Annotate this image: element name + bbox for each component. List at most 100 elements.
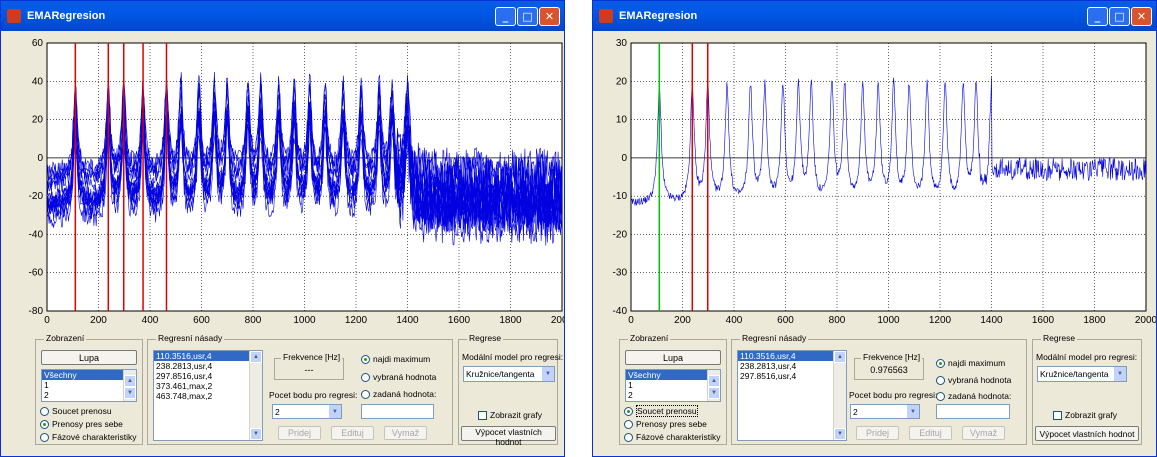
nasady-listbox[interactable]: 110.3516,usr,4 238.2813,usr,4 297.8516,u…: [737, 350, 847, 441]
vypocet-vlastnich-hodnot-button[interactable]: Výpocet vlastních hodnot: [1035, 426, 1139, 441]
scroll-up-icon[interactable]: ▲: [124, 375, 136, 387]
chevron-down-icon[interactable]: ▼: [907, 405, 919, 418]
list-item[interactable]: 297.8516,usr,4: [740, 371, 797, 381]
pridej-button[interactable]: Pridej: [856, 426, 899, 440]
vymaz-button[interactable]: Vymaž: [384, 426, 427, 440]
list-item[interactable]: 110.3516,usr,4: [738, 351, 846, 361]
pocet-bodu-label: Pocet bodu pro regresi:: [269, 390, 358, 400]
scrollbar[interactable]: ▲ ▼: [833, 351, 846, 440]
radio-prenosy-pres-sebe[interactable]: Prenosy pres sebe: [624, 419, 707, 429]
title-bar[interactable]: EMARegresion _ □ ✕: [1, 1, 564, 31]
list-item[interactable]: 2: [44, 390, 49, 400]
radio-soucet-prenosu[interactable]: Soucet prenosu: [624, 405, 698, 417]
list-item[interactable]: 238.2813,usr,4: [740, 361, 797, 371]
chevron-down-icon[interactable]: ▼: [542, 367, 554, 381]
minimize-icon[interactable]: _: [1087, 7, 1108, 26]
model-select[interactable]: Kružnice/tangenta ▼: [463, 366, 555, 382]
frekvence-box: Frekvence [Hz] 0.976563: [854, 352, 924, 380]
radio-najdi-maximum[interactable]: najdi maximum: [361, 354, 430, 364]
zobrazeni-listbox[interactable]: Všechny 1 2 ▲ ▼: [625, 369, 721, 402]
model-label: Modální model pro regresi:: [1036, 352, 1138, 362]
x-tick-label: 0: [44, 315, 50, 326]
edituj-button[interactable]: Edituj: [331, 426, 374, 440]
maximize-icon[interactable]: □: [1109, 7, 1130, 26]
scroll-down-icon[interactable]: ▼: [124, 387, 136, 399]
radio-fazove-charakteristiky[interactable]: Fázové charakteristiky: [624, 432, 721, 442]
scroll-down-icon[interactable]: ▼: [708, 387, 720, 399]
maximize-icon[interactable]: □: [517, 7, 538, 26]
zadana-hodnota-input[interactable]: [361, 404, 434, 419]
scroll-down-icon[interactable]: ▼: [250, 428, 262, 440]
list-item[interactable]: 463.748,max,2: [156, 391, 213, 401]
radio-dot-icon: [40, 407, 49, 416]
radio-soucet-prenosu[interactable]: Soucet prenosu: [40, 406, 112, 416]
group-title: Regrese: [1041, 333, 1078, 343]
list-item[interactable]: 238.2813,usr,4: [156, 361, 213, 371]
checkbox-icon: [1053, 411, 1062, 420]
list-item[interactable]: 2: [628, 390, 633, 400]
radio-fazove-charakteristiky[interactable]: Fázové charakteristiky: [40, 432, 137, 442]
list-item[interactable]: 373.461,max,2: [156, 381, 213, 391]
list-item[interactable]: 110.3516,usr,4: [154, 351, 262, 361]
minimize-icon[interactable]: _: [495, 7, 516, 26]
radio-label: Fázové charakteristiky: [636, 432, 721, 442]
x-tick-label: 1000: [293, 315, 316, 326]
radio-prenosy-pres-sebe[interactable]: Prenosy pres sebe: [40, 419, 123, 429]
list-item[interactable]: 297.8516,usr,4: [156, 371, 213, 381]
scroll-down-icon[interactable]: ▼: [834, 428, 846, 440]
y-tick-label: 20: [616, 76, 628, 87]
list-item[interactable]: 1: [628, 380, 633, 390]
regresni-nasady-group: Regresní násady 110.3516,usr,4 238.2813,…: [147, 333, 453, 445]
scroll-up-icon[interactable]: ▲: [834, 351, 846, 363]
close-icon[interactable]: ✕: [1131, 7, 1152, 26]
zadana-hodnota-input[interactable]: [936, 404, 1010, 419]
zobrazit-grafy-checkbox[interactable]: Zobrazit grafy: [1053, 410, 1117, 420]
zobrazit-grafy-checkbox[interactable]: Zobrazit grafy: [478, 410, 542, 420]
y-tick-label: 0: [37, 153, 43, 164]
radio-dot-icon: [40, 420, 49, 429]
scrollbar[interactable]: ▲ ▼: [249, 351, 262, 440]
radio-label: vybraná hodnota: [373, 372, 437, 382]
scrollbar[interactable]: ▲ ▼: [123, 370, 136, 401]
y-tick-label: -10: [613, 191, 628, 202]
frekvence-label: Frekvence [Hz]: [861, 352, 923, 362]
radio-zadana-hodnota[interactable]: zadaná hodnota:: [361, 389, 436, 399]
radio-vybrana-hodnota[interactable]: vybraná hodnota: [361, 372, 436, 382]
edituj-button[interactable]: Edituj: [909, 426, 952, 440]
radio-najdi-maximum[interactable]: najdi maximum: [936, 358, 1005, 368]
plot-area: 0 200 400 600 800 1000 1200 1400 1600 1800 2000 30 2…: [593, 31, 1156, 327]
list-item[interactable]: 1: [44, 380, 49, 390]
checkbox-label: Zobrazit grafy: [490, 410, 542, 420]
model-label: Modální model pro regresi:: [462, 352, 564, 362]
pocet-bodu-select[interactable]: 2 ▼: [850, 404, 920, 419]
model-select[interactable]: Kružnice/tangenta ▼: [1037, 366, 1127, 382]
chevron-down-icon[interactable]: ▼: [329, 405, 341, 418]
x-tick-label: 2000: [1135, 315, 1156, 326]
nasady-listbox[interactable]: 110.3516,usr,4 238.2813,usr,4 297.8516,u…: [153, 350, 263, 441]
list-item[interactable]: Všechny: [42, 370, 136, 380]
lupa-button[interactable]: Lupa: [625, 350, 721, 365]
select-value: 2: [275, 407, 280, 417]
radio-vybrana-hodnota[interactable]: vybraná hodnota: [936, 375, 1011, 385]
list-item[interactable]: Všechny: [626, 370, 720, 380]
scrollbar[interactable]: ▲ ▼: [707, 370, 720, 401]
scroll-up-icon[interactable]: ▲: [708, 375, 720, 387]
lupa-button[interactable]: Lupa: [41, 350, 137, 365]
pridej-button[interactable]: Pridej: [278, 426, 321, 440]
frequency-response-plot[interactable]: 0 200 400 600 800 1000 1200 1400 1600 1800 2000302…: [593, 31, 1156, 327]
title-bar[interactable]: EMARegresion _ □ ✕: [593, 1, 1156, 31]
frequency-response-plot[interactable]: 0200400600800100012001400160018002000604…: [1, 31, 564, 327]
close-icon[interactable]: ✕: [539, 7, 560, 26]
scroll-up-icon[interactable]: ▲: [250, 351, 262, 363]
radio-zadana-hodnota[interactable]: zadaná hodnota:: [936, 391, 1011, 401]
radio-dot-icon: [624, 407, 633, 416]
frekvence-box: Frekvence [Hz] ---: [274, 352, 344, 380]
chevron-down-icon[interactable]: ▼: [1114, 367, 1126, 381]
pocet-bodu-select[interactable]: 2 ▼: [272, 404, 342, 419]
zobrazeni-listbox[interactable]: Všechny 1 2 ▲ ▼: [41, 369, 137, 402]
vymaz-button[interactable]: Vymaž: [962, 426, 1005, 440]
regrese-group: Regrese Modální model pro regresi: Kružn…: [1032, 333, 1142, 445]
vypocet-vlastnich-hodnot-button[interactable]: Výpocet vlastních hodnot: [461, 426, 556, 447]
y-tick-label: -60: [29, 268, 44, 279]
x-tick-label: 800: [245, 315, 262, 326]
